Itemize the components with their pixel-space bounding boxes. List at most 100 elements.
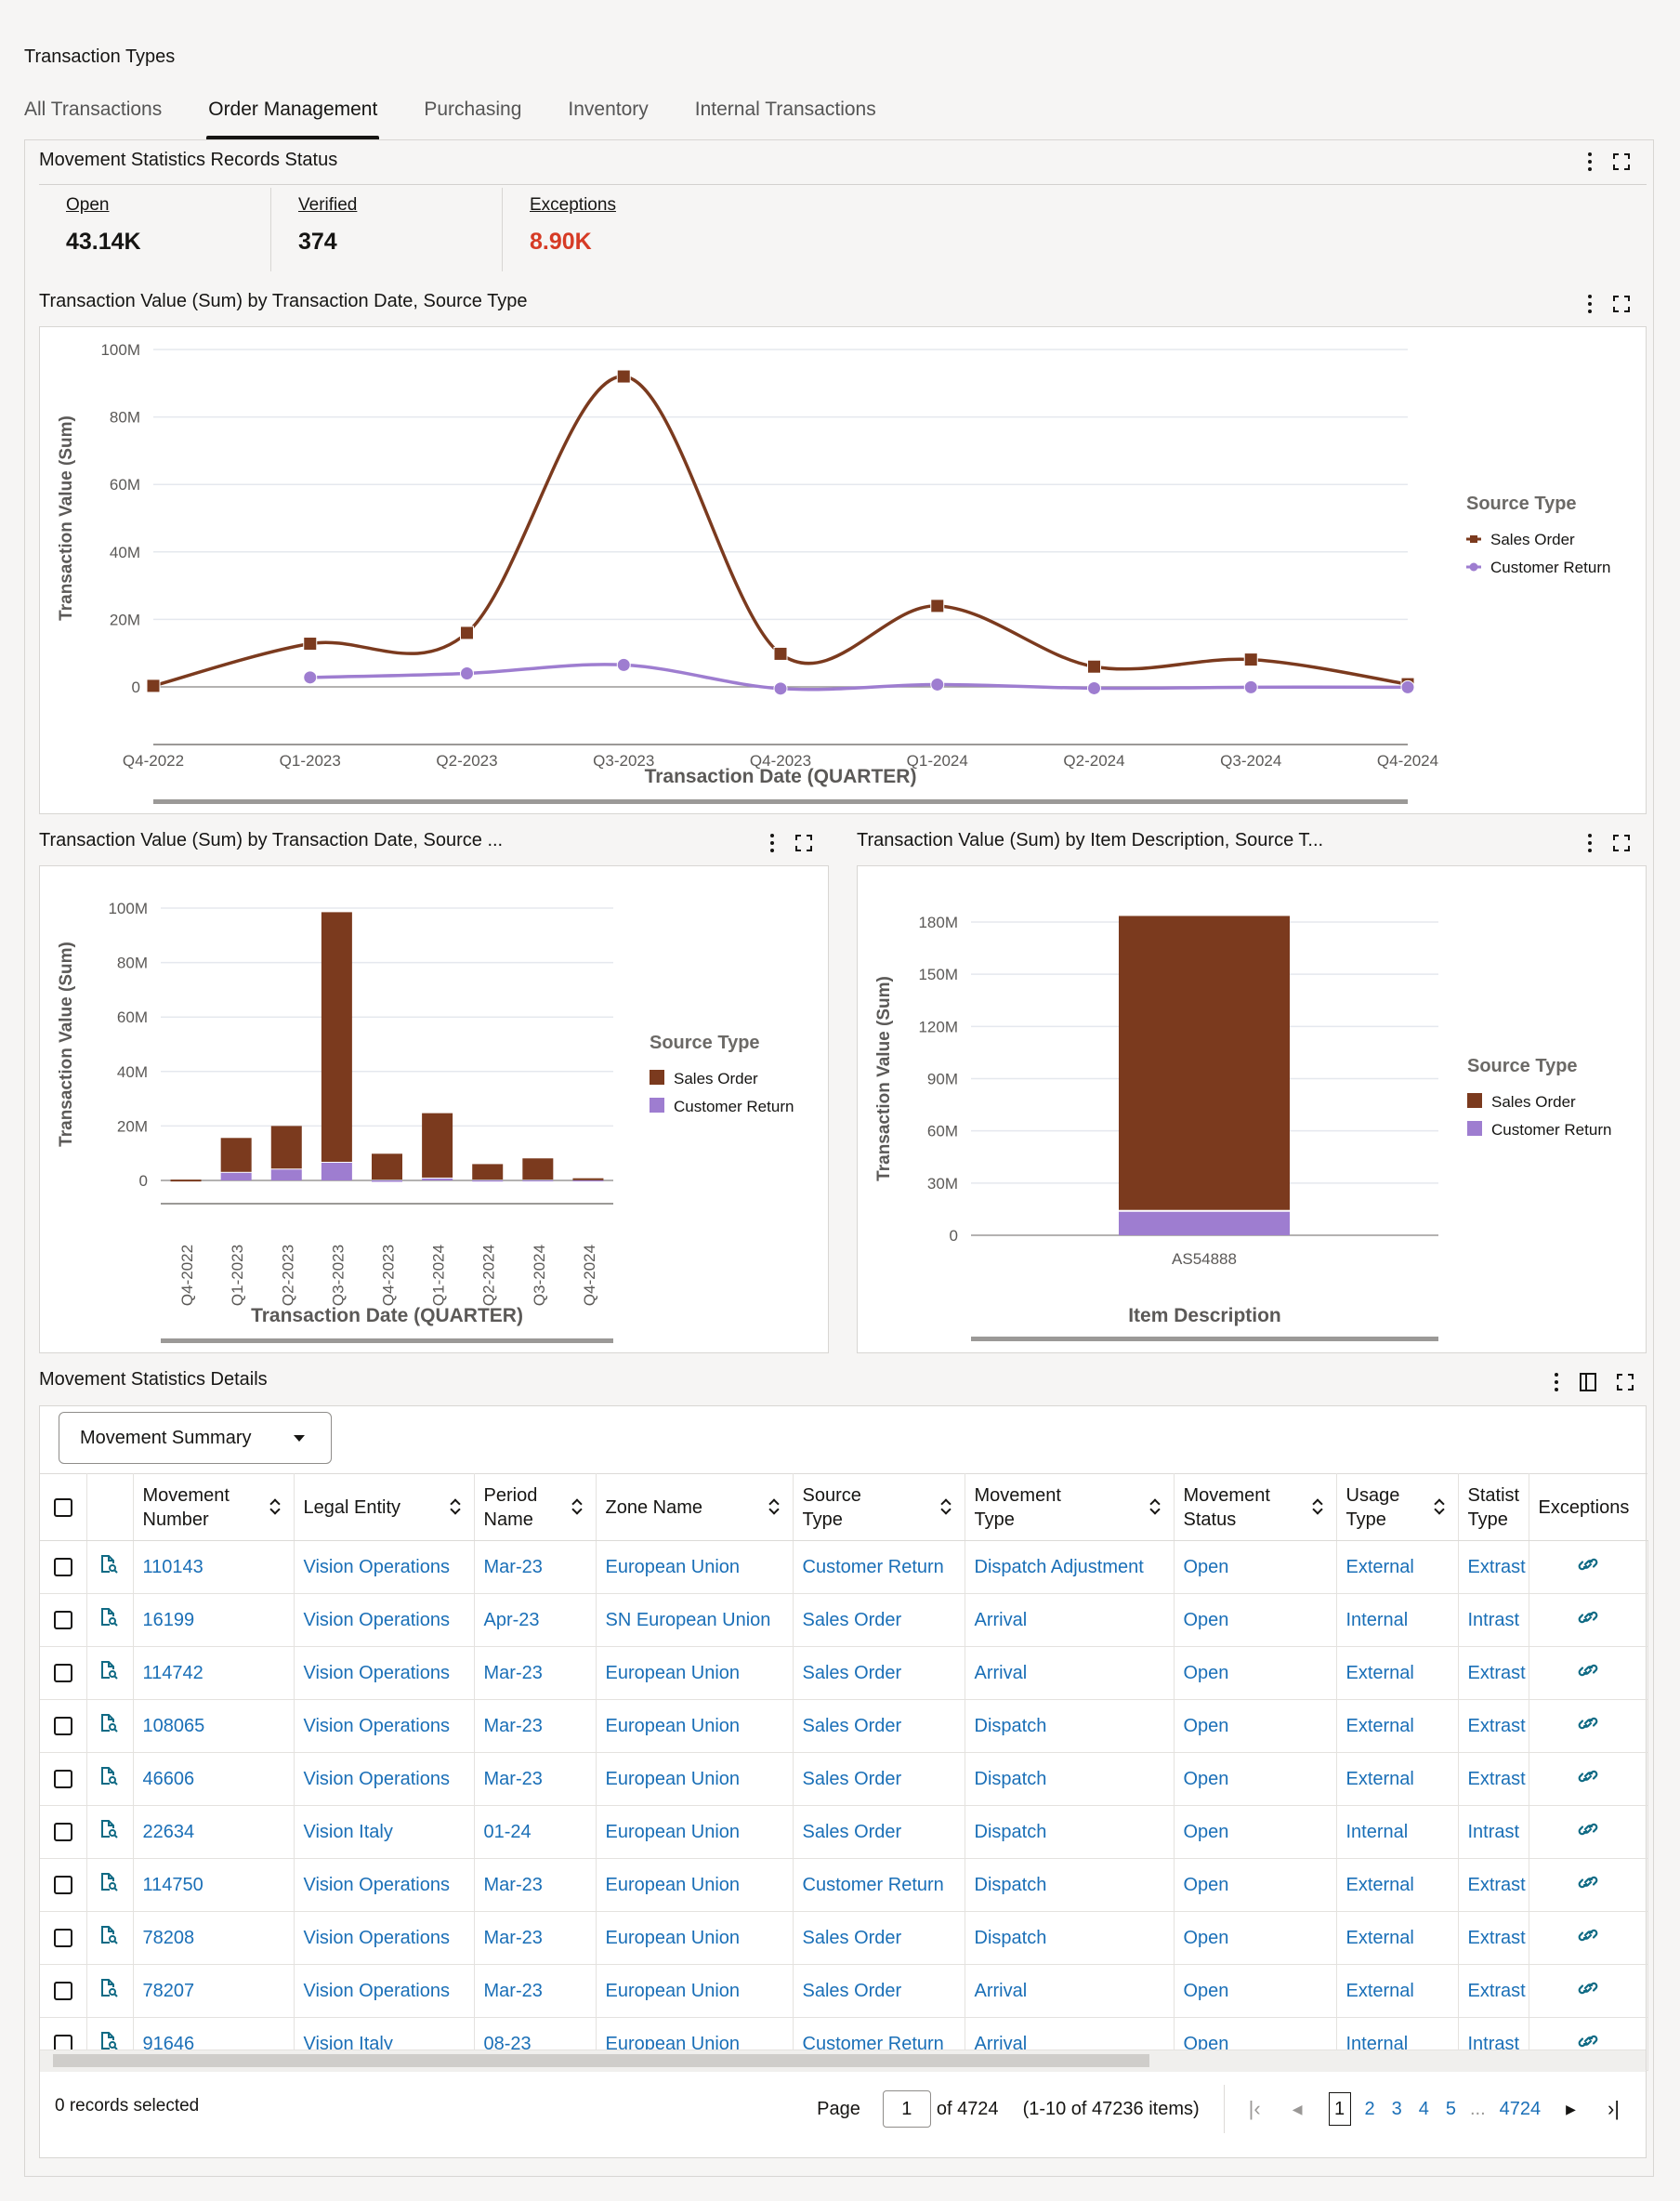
cell-link[interactable]: European Union xyxy=(605,1768,741,1789)
select-all-header[interactable] xyxy=(40,1473,87,1541)
cell-link[interactable]: Vision Operations xyxy=(303,1609,451,1630)
sort-arrows-icon[interactable] xyxy=(1149,1498,1161,1515)
kebab-icon[interactable] xyxy=(1587,152,1593,171)
tab-inventory[interactable]: Inventory xyxy=(568,99,649,120)
cell-link[interactable]: Open xyxy=(1183,1556,1229,1577)
tab-order-management[interactable]: Order Management xyxy=(206,93,380,139)
cell-link[interactable]: Open xyxy=(1183,1927,1229,1948)
cell-link[interactable]: 16199 xyxy=(142,1609,195,1630)
cell-link[interactable]: Internal xyxy=(1345,2033,1409,2054)
cell-link[interactable]: Arrival xyxy=(974,1609,1028,1630)
cell-link[interactable]: Sales Order xyxy=(802,1662,902,1683)
sort-arrows-icon[interactable] xyxy=(450,1498,461,1515)
cell-link[interactable]: Arrival xyxy=(974,1662,1028,1683)
table-row[interactable]: 114742 Vision Operations Mar-23 European Un… xyxy=(40,1646,1648,1700)
cell-link[interactable]: European Union xyxy=(605,2033,741,2054)
cell-link[interactable]: Mar-23 xyxy=(483,1980,543,2001)
cell-link[interactable]: Sales Order xyxy=(802,1980,902,2001)
cell-link[interactable]: European Union xyxy=(605,1556,741,1577)
page-input[interactable]: 1 xyxy=(882,2090,931,2128)
cell-link[interactable]: Extrast xyxy=(1467,1556,1526,1577)
cell-link[interactable]: 78207 xyxy=(142,1980,195,2001)
cell-link[interactable]: Intrast xyxy=(1467,1821,1520,1842)
row-checkbox[interactable] xyxy=(53,1876,72,1895)
cell-link[interactable]: Mar-23 xyxy=(483,1556,543,1577)
cell-link[interactable]: Vision Operations xyxy=(303,1662,451,1683)
cell-link[interactable]: 108065 xyxy=(142,1715,205,1736)
cell-link[interactable]: Mar-23 xyxy=(483,1662,543,1683)
column-header-usage-type[interactable]: Usage Type xyxy=(1336,1473,1459,1541)
table-row[interactable]: 16199 Vision Operations Apr-23 SN European … xyxy=(40,1593,1648,1647)
cell-link[interactable]: 114742 xyxy=(142,1662,203,1683)
next-page-icon[interactable]: ▶ xyxy=(1566,2101,1576,2116)
column-header-movement-number[interactable]: Movement Number xyxy=(133,1473,295,1541)
column-header-period-name[interactable]: Period Name xyxy=(474,1473,597,1541)
document-search-icon[interactable] xyxy=(100,2031,119,2051)
kpi-exceptions-link[interactable]: Exceptions xyxy=(530,195,616,215)
cell-link[interactable]: Intrast xyxy=(1467,2033,1520,2054)
cell-link[interactable]: Dispatch xyxy=(974,1927,1047,1948)
tab-purchasing[interactable]: Purchasing xyxy=(424,99,522,120)
link-icon[interactable] xyxy=(1578,1819,1598,1839)
cell-link[interactable]: Open xyxy=(1183,1768,1229,1789)
detail-icon-header[interactable] xyxy=(86,1473,134,1541)
document-search-icon[interactable] xyxy=(100,1554,119,1575)
cell-link[interactable]: Open xyxy=(1183,1715,1229,1736)
first-page-icon[interactable]: |‹ xyxy=(1248,2097,1261,2120)
page-link[interactable]: 3 xyxy=(1391,2098,1402,2119)
cell-link[interactable]: Mar-23 xyxy=(483,1768,543,1789)
link-icon[interactable] xyxy=(1578,1978,1598,1998)
table-row[interactable]: 108065 Vision Operations Mar-23 European Un… xyxy=(40,1699,1648,1753)
fullscreen-icon[interactable] xyxy=(1617,1374,1634,1390)
cell-link[interactable]: Customer Return xyxy=(802,2033,944,2054)
fullscreen-icon[interactable] xyxy=(1613,296,1630,312)
cell-link[interactable]: Sales Order xyxy=(802,1609,902,1630)
document-search-icon[interactable] xyxy=(100,1872,119,1892)
cell-link[interactable]: External xyxy=(1345,1662,1414,1683)
cell-link[interactable]: European Union xyxy=(605,1874,741,1895)
table-row[interactable]: 46606 Vision Operations Mar-23 European Uni… xyxy=(40,1752,1648,1806)
cell-link[interactable]: Dispatch xyxy=(974,1874,1047,1895)
kebab-icon[interactable] xyxy=(769,834,775,852)
cell-link[interactable]: Vision Operations xyxy=(303,1874,451,1895)
kebab-icon[interactable] xyxy=(1587,295,1593,313)
column-header-zone-name[interactable]: Zone Name xyxy=(596,1473,794,1541)
column-header-statistical-type[interactable]: Statist Type xyxy=(1458,1473,1529,1541)
cell-link[interactable]: SN European Union xyxy=(605,1609,771,1630)
cell-link[interactable]: Open xyxy=(1183,1609,1229,1630)
cell-link[interactable]: 22634 xyxy=(142,1821,195,1842)
cell-link[interactable]: Internal xyxy=(1345,1821,1409,1842)
cell-link[interactable]: Dispatch Adjustment xyxy=(974,1556,1144,1577)
link-icon[interactable] xyxy=(1578,1660,1598,1680)
cell-link[interactable]: Open xyxy=(1183,1874,1229,1895)
horizontal-scrollbar[interactable] xyxy=(40,2049,1646,2072)
table-row[interactable]: 114750 Vision Operations Mar-23 European Un… xyxy=(40,1858,1648,1912)
fullscreen-icon[interactable] xyxy=(1613,153,1630,170)
cell-link[interactable]: Dispatch xyxy=(974,1715,1047,1736)
kpi-verified-link[interactable]: Verified xyxy=(298,195,358,215)
cell-link[interactable]: Extrast xyxy=(1467,1662,1526,1683)
cell-link[interactable]: 91646 xyxy=(142,2033,195,2054)
cell-link[interactable]: European Union xyxy=(605,1715,741,1736)
row-checkbox[interactable] xyxy=(53,1611,72,1630)
cell-link[interactable]: Sales Order xyxy=(802,1715,902,1736)
cell-link[interactable]: Vision Operations xyxy=(303,1556,451,1577)
cell-link[interactable]: European Union xyxy=(605,1821,741,1842)
link-icon[interactable] xyxy=(1578,1554,1598,1575)
page-link[interactable]: 1 xyxy=(1328,2092,1351,2126)
document-search-icon[interactable] xyxy=(100,1607,119,1628)
cell-link[interactable]: Open xyxy=(1183,1980,1229,2001)
cell-link[interactable]: External xyxy=(1345,1927,1414,1948)
previous-page-icon[interactable]: ◀ xyxy=(1292,2101,1303,2116)
cell-link[interactable]: European Union xyxy=(605,1980,741,2001)
cell-link[interactable]: Arrival xyxy=(974,1980,1028,2001)
table-row[interactable]: 78208 Vision Operations Mar-23 European Uni… xyxy=(40,1911,1648,1965)
column-header-source-type[interactable]: Source Type xyxy=(793,1473,965,1541)
table-row[interactable]: 110143 Vision Operations Mar-23 European Un… xyxy=(40,1540,1648,1594)
cell-link[interactable]: Extrast xyxy=(1467,1927,1526,1948)
row-checkbox[interactable] xyxy=(53,1823,72,1842)
cell-link[interactable]: Mar-23 xyxy=(483,1715,543,1736)
cell-link[interactable]: Arrival xyxy=(974,2033,1028,2054)
link-icon[interactable] xyxy=(1578,1607,1598,1628)
sort-arrows-icon[interactable] xyxy=(1434,1498,1445,1515)
